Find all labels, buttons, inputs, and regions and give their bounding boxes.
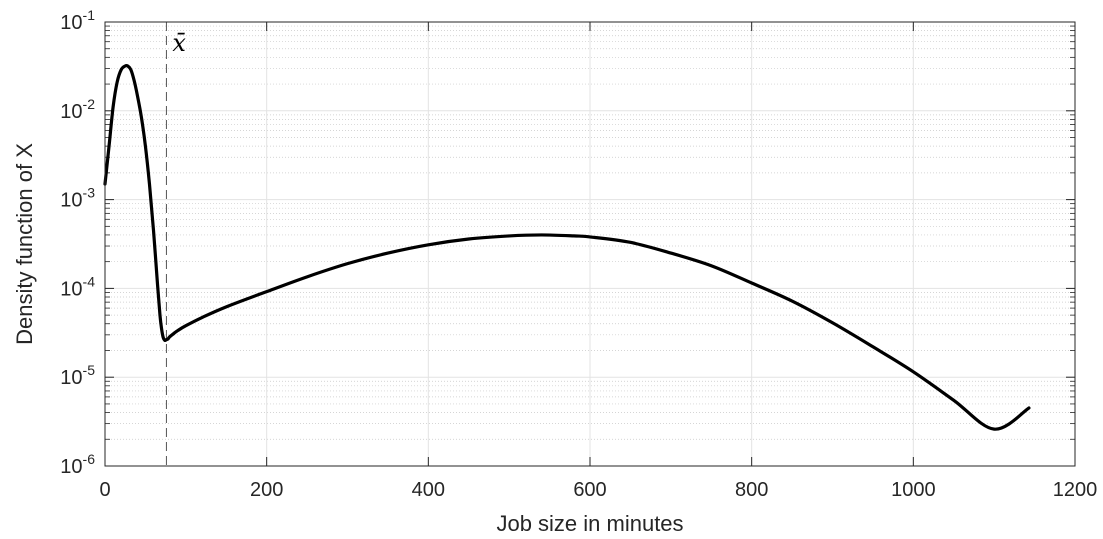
x-axis-label: Job size in minutes	[496, 511, 683, 536]
plot-frame	[104, 21, 1076, 467]
x-tick-label: 200	[250, 479, 283, 501]
x-tick-label: 1000	[891, 479, 936, 501]
x-tick-label: 1200	[1053, 479, 1098, 501]
y-tick-label: 10-3	[60, 185, 95, 212]
x-tick-labels: 0 200 400 600 800 1000 1200	[99, 479, 1097, 501]
x-tick-label: 0	[99, 479, 110, 501]
y-tick-label: 10-5	[60, 362, 95, 389]
mean-marker-label: x̄	[172, 29, 186, 57]
axis-ticks	[104, 21, 1076, 467]
y-tick-label: 10-1	[60, 7, 95, 34]
x-tick-label: 400	[412, 479, 445, 501]
y-axis-label: Density function of X	[12, 143, 37, 345]
series-group	[103, 63, 1031, 431]
y-tick-label: 10-6	[60, 451, 95, 478]
y-tick-label: 10-2	[60, 96, 95, 123]
x-tick-label: 800	[735, 479, 768, 501]
x-tick-label: 600	[573, 479, 606, 501]
y-tick-labels: 10-6 10-5 10-4 10-3 10-2 10-1	[60, 7, 95, 478]
density-curve	[103, 63, 1031, 431]
y-tick-label: 10-4	[60, 273, 95, 300]
mean-marker: x̄	[165, 22, 186, 466]
